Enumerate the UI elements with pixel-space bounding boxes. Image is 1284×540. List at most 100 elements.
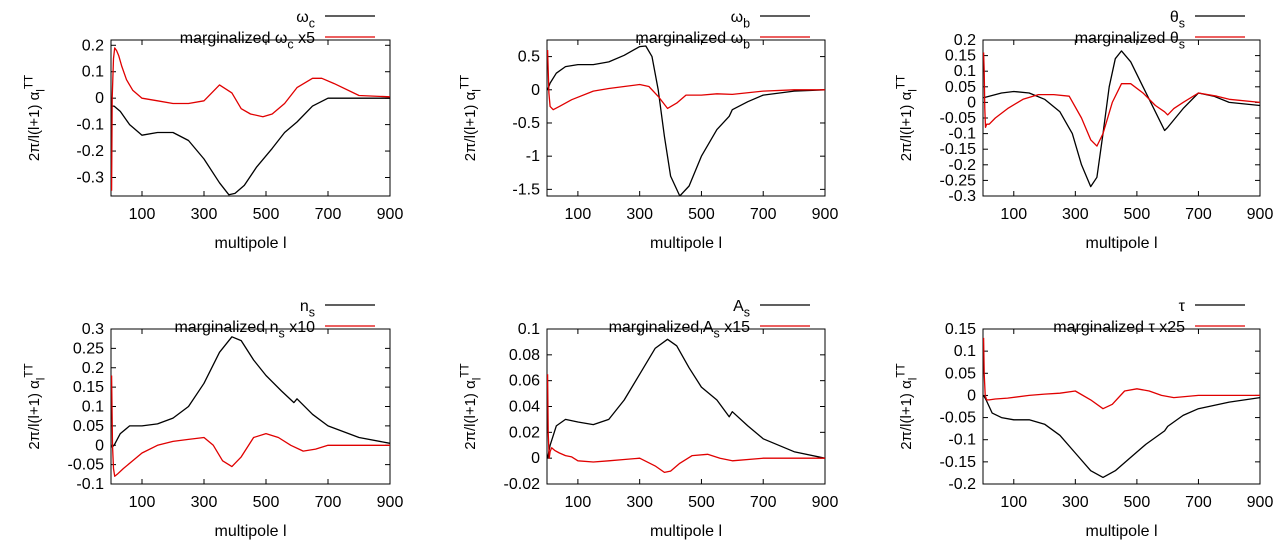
y-tick-label: 0.2: [954, 32, 976, 49]
y-tick-label: 0.3: [82, 321, 104, 338]
x-tick-label: 700: [1185, 206, 1212, 223]
x-axis-label: multipole l: [214, 523, 286, 540]
y-tick-label: 0.2: [82, 360, 104, 377]
legend-label: As: [733, 298, 750, 320]
series-line-1: [547, 45, 825, 196]
y-tick-label: 0.04: [509, 399, 540, 416]
y-tick-label: 0.05: [945, 365, 976, 382]
series-line-2: [111, 47, 390, 191]
y-tick-label: 0.1: [518, 321, 540, 338]
x-tick-label: 500: [253, 494, 280, 511]
y-tick-label: -0.15: [940, 141, 977, 158]
y-axis-label: 2π/l(l+1) αlTT: [894, 75, 919, 161]
y-tick-label: 0.02: [509, 424, 540, 441]
x-tick-label: 900: [1247, 494, 1274, 511]
legend-label: marginalized As x15: [609, 319, 751, 341]
legend-label: τ: [1179, 298, 1186, 315]
y-axis-label: 2π/l(l+1) αlTT: [894, 363, 919, 449]
series-line-2: [111, 375, 390, 477]
x-axis-label: multipole l: [1085, 523, 1157, 540]
x-tick-label: 900: [812, 494, 839, 511]
plot-frame: [110, 328, 391, 485]
y-tick-label: -0.3: [76, 169, 104, 186]
x-tick-label: 500: [688, 206, 715, 223]
legend-label: ωc: [296, 9, 315, 31]
y-tick-label: -0.1: [948, 126, 976, 143]
x-tick-label: 300: [1062, 494, 1089, 511]
y-tick-label: -0.02: [504, 476, 541, 493]
x-tick-label: 100: [1000, 494, 1027, 511]
y-tick-label: 0.5: [518, 49, 540, 66]
x-axis-label: multipole l: [1085, 235, 1157, 252]
y-tick-label: -0.05: [940, 110, 977, 127]
y-axis-label: 2π/l(l+1) αlTT: [458, 75, 483, 161]
chart-panel-6: 100 300 500 700 900 0.15 0.1 0.05 0 -0.05 -0.1 -0.1…: [894, 298, 1273, 540]
y-tick-label: -0.05: [68, 457, 105, 474]
y-tick-label: 0: [531, 82, 540, 99]
plot-frame: [110, 39, 391, 197]
x-tick-label: 700: [315, 206, 342, 223]
chart-panel-4: 100 300 500 700 900 0.3 0.25 0.2 0.15 0.1 0.05 0 -0.…: [22, 298, 403, 540]
y-tick-label: 0: [967, 94, 976, 111]
legend-label: ωb: [731, 9, 751, 31]
y-tick-label: 0.1: [82, 64, 104, 81]
x-tick-label: 100: [1000, 206, 1027, 223]
legend-label: marginalized ωb: [635, 30, 750, 52]
x-axis-label: multipole l: [214, 235, 286, 252]
y-tick-label: -0.1: [948, 432, 976, 449]
x-axis-label: multipole l: [650, 523, 722, 540]
chart-panel-5: 100 300 500 700 900 0.1 0.08 0.06 0.04 0.02 0 -0.02…: [458, 298, 838, 540]
y-tick-label: 0.1: [954, 63, 976, 80]
y-tick-label: 0.05: [945, 79, 976, 96]
y-tick-label: 0.2: [82, 37, 104, 54]
y-tick-label: -0.2: [76, 143, 104, 160]
x-tick-label: 500: [688, 494, 715, 511]
y-tick-label: -0.2: [948, 157, 976, 174]
x-tick-label: 700: [750, 206, 777, 223]
x-tick-label: 700: [750, 494, 777, 511]
y-tick-label: 0.25: [73, 340, 104, 357]
chart-panel-1: 100 300 500 700 900 0.2 0.1 0 -0.1 -0.2 -0.3 multip…: [22, 9, 403, 252]
y-tick-label: 0: [531, 450, 540, 467]
x-axis-label: multipole l: [650, 235, 722, 252]
y-tick-label: 0.05: [73, 418, 104, 435]
y-tick-label: -1: [526, 148, 540, 165]
plot-frame: [546, 328, 826, 485]
y-tick-label: 0: [95, 90, 104, 107]
y-tick-label: -0.2: [948, 476, 976, 493]
series-line-2: [547, 49, 825, 111]
y-tick-label: 0.15: [945, 321, 976, 338]
series-line-1: [983, 50, 1260, 188]
x-tick-label: 100: [565, 494, 592, 511]
y-tick-label: 0.08: [509, 347, 540, 364]
x-tick-label: 300: [191, 206, 218, 223]
plot-frame: [546, 39, 826, 197]
x-tick-label: 900: [812, 206, 839, 223]
series-line-1: [111, 97, 390, 196]
legend-label: ns: [300, 298, 315, 320]
x-tick-label: 300: [626, 206, 653, 223]
legend-label: marginalized ns x10: [174, 319, 315, 341]
series-line-1: [547, 338, 825, 459]
x-tick-label: 900: [377, 206, 404, 223]
x-tick-label: 100: [129, 206, 156, 223]
legend-label: marginalized θs: [1075, 30, 1185, 52]
y-tick-label: -0.1: [76, 117, 104, 134]
legend-label: marginalized ωc x5: [180, 30, 315, 52]
y-tick-label: -0.3: [948, 188, 976, 205]
series-line-2: [983, 337, 1260, 410]
series-line-1: [111, 336, 390, 448]
chart-panel-3: 100 300 500 700 9000.20.150.10.050-0.05-0.1-…: [894, 9, 1273, 252]
x-tick-label: 700: [315, 494, 342, 511]
y-tick-label: -1.5: [512, 181, 540, 198]
y-tick-label: -0.05: [940, 410, 977, 427]
x-tick-label: 100: [129, 494, 156, 511]
legend-label: θs: [1170, 9, 1185, 31]
y-tick-label: 0.06: [509, 373, 540, 390]
y-tick-label: -0.1: [76, 476, 104, 493]
chart-panel-2: 100 300 500 700 900 0.5 0 -0.5 -1 -1.5 multipole l…: [458, 9, 838, 252]
y-tick-label: 0: [95, 437, 104, 454]
y-tick-label: 0.1: [82, 399, 104, 416]
x-tick-label: 900: [377, 494, 404, 511]
